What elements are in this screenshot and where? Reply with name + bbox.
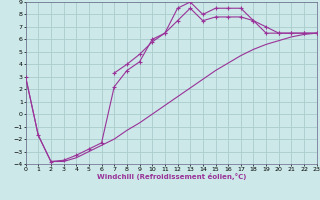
X-axis label: Windchill (Refroidissement éolien,°C): Windchill (Refroidissement éolien,°C) [97,173,246,180]
